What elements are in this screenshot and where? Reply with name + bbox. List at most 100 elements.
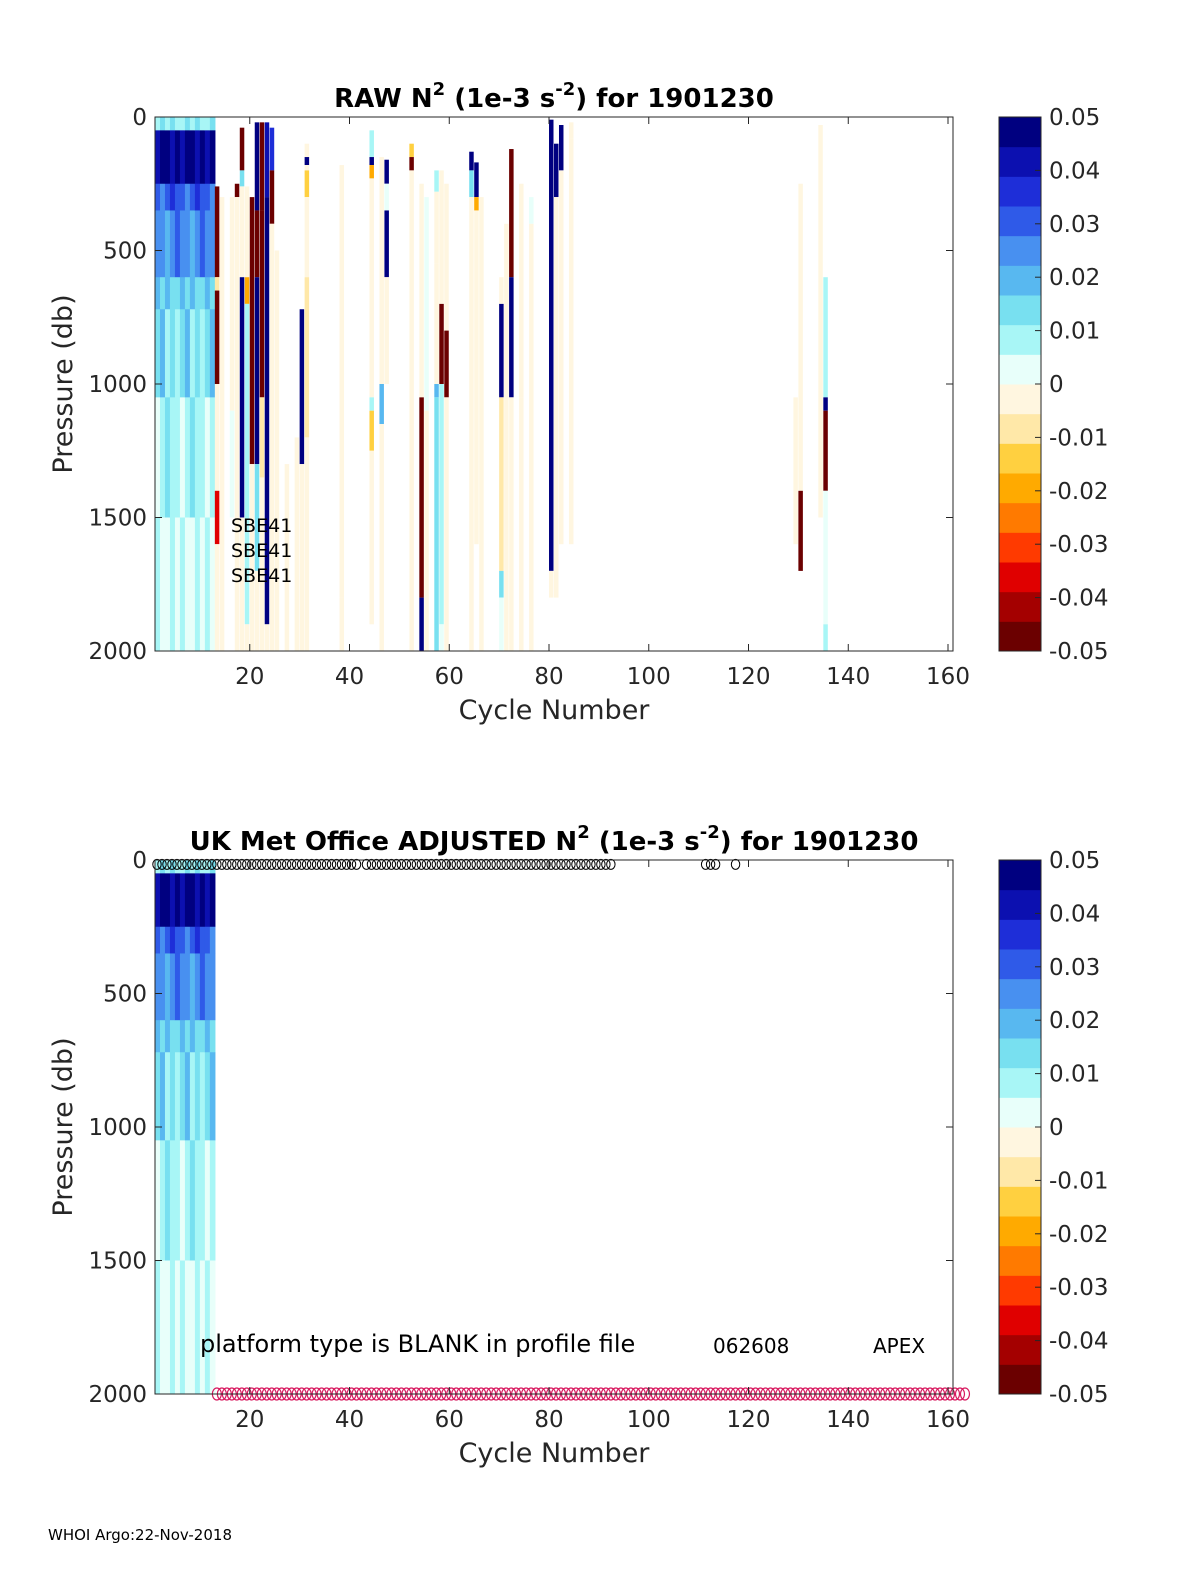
heatmap-cell-10 — [159, 183, 166, 211]
colorbar-swatch-14 — [999, 206, 1041, 237]
colorbar-tick-label-9: -0.04 — [1049, 1329, 1109, 1355]
x-tick-label-3: 80 — [534, 1407, 563, 1433]
top-marker-63 — [471, 858, 481, 870]
top-marker-12 — [212, 858, 222, 870]
y-tick-label-3: 1500 — [88, 506, 147, 532]
sensor-label-1: SBE41 — [231, 515, 292, 537]
y-tick-label-1: 500 — [103, 982, 147, 1008]
profile-cell-22-0 — [424, 197, 429, 411]
heatmap-cell-94 — [209, 397, 216, 518]
profile-cell-34-0 — [549, 119, 554, 571]
profile-cell-32-0 — [519, 183, 524, 398]
heatmap-cell-32 — [174, 117, 181, 131]
top-marker-17 — [237, 858, 247, 870]
profile-cell-29-1 — [499, 303, 504, 398]
y-tick-label-2: 1000 — [88, 372, 147, 398]
top-marker-82 — [566, 858, 576, 870]
profile-cell-5-3 — [244, 624, 250, 651]
heatmap-cell-25 — [169, 873, 176, 928]
colorbar-tick-label-7: -0.02 — [1049, 479, 1109, 505]
profile-cell-15-0 — [304, 143, 310, 158]
top-marker-35 — [326, 858, 337, 870]
heatmap-cell-62 — [189, 1140, 196, 1261]
top-marker-55 — [431, 858, 441, 870]
heatmap-cell-86 — [204, 397, 211, 518]
profile-cell-33-0 — [529, 197, 534, 224]
heatmap-cell-84 — [204, 277, 211, 310]
colorbar-swatch-17 — [999, 860, 1041, 891]
heatmap-cell-94 — [209, 1140, 216, 1261]
profile-cell-36-1 — [558, 170, 564, 545]
heatmap-cell-82 — [204, 926, 211, 954]
x-tick-label-1: 40 — [335, 664, 364, 690]
top-marker-15 — [227, 858, 237, 870]
profile-cell-15-1 — [304, 157, 310, 166]
top-marker-83 — [571, 858, 581, 870]
adjusted-y-axis-label: Pressure (db) — [48, 1037, 79, 1216]
top-marker-90 — [606, 858, 616, 870]
profile-cell-24-0 — [439, 170, 444, 304]
colorbar-tick-label-3: 0.02 — [1049, 265, 1100, 291]
colorbar-tick-label-10: -0.05 — [1049, 639, 1109, 665]
profile-cell-15-4 — [304, 197, 310, 278]
heatmap-cell-65 — [194, 873, 201, 928]
heatmap-cell-45 — [179, 309, 186, 398]
heatmap-cell-65 — [194, 130, 201, 185]
colorbar-tick-label-8: -0.03 — [1049, 1275, 1109, 1301]
top-marker-48 — [396, 858, 407, 870]
profile-cell-9-1 — [264, 197, 270, 625]
top-marker-76 — [536, 858, 546, 870]
adjusted-axis-ticks: 20 40 60 80 100 120 140 160 0 500 1000 1500 2000 — [88, 848, 970, 1433]
heatmap-cell-71 — [194, 1260, 201, 1395]
profile-cell-5-1 — [244, 277, 250, 304]
profile-cell-29-0 — [499, 277, 504, 304]
heatmap-cell-23 — [164, 517, 171, 652]
top-marker-0 — [152, 858, 162, 870]
heatmap-cell-54 — [184, 397, 191, 518]
profile-cell-0-3 — [214, 384, 220, 491]
heatmap-cell-51 — [184, 210, 191, 278]
heatmap-cell-31 — [169, 517, 176, 652]
heatmap-cell-39 — [174, 517, 181, 652]
heatmap-cell-15 — [159, 1260, 166, 1395]
profile-cell-17-5 — [369, 410, 374, 451]
profile-cell-40-0 — [818, 125, 823, 518]
top-marker-59 — [451, 858, 461, 870]
top-marker-28 — [291, 858, 302, 870]
heatmap-cell-33 — [174, 130, 181, 185]
heatmap-cell-18 — [164, 926, 171, 954]
heatmap-cell-70 — [194, 397, 201, 518]
top-marker-78 — [546, 858, 556, 870]
heatmap-cell-15 — [159, 517, 166, 652]
profile-cell-25-1 — [444, 330, 449, 398]
profile-cell-30-0 — [504, 223, 509, 652]
profile-cell-24-2 — [439, 384, 444, 625]
top-marker-40 — [351, 858, 362, 870]
heatmap-cell-32 — [174, 860, 181, 874]
profile-cell-7-2 — [254, 277, 260, 465]
top-marker-92 — [705, 858, 716, 870]
top-marker-46 — [386, 858, 397, 870]
colorbar-tick-label-4: 0.01 — [1049, 319, 1100, 345]
profile-cell-18-1 — [379, 384, 384, 425]
top-marker-66 — [486, 858, 496, 870]
top-marker-41 — [361, 858, 372, 870]
profile-cell-23-0 — [434, 170, 439, 192]
top-marker-58 — [446, 858, 456, 870]
heatmap-cell-25 — [169, 130, 176, 185]
heatmap-cell-21 — [164, 309, 171, 398]
heatmap-cell-95 — [209, 517, 216, 652]
heatmap-cell-16 — [164, 117, 171, 131]
raw-axis-ticks: 20 40 60 80 100 120 140 160 0 500 1000 1500 2000 — [88, 105, 970, 690]
top-marker-93 — [710, 858, 721, 870]
heatmap-cell-81 — [204, 130, 211, 185]
heatmap-cell-76 — [199, 1020, 206, 1053]
profile-cell-15-5 — [304, 277, 310, 438]
top-marker-22 — [262, 858, 272, 870]
heatmap-cell-91 — [209, 210, 216, 278]
profile-cell-41-0 — [823, 277, 828, 398]
heatmap-cell-79 — [199, 1260, 206, 1395]
profile-cell-3-1 — [234, 197, 240, 651]
heatmap-cell-43 — [179, 953, 186, 1021]
heatmap-cell-7 — [155, 1260, 161, 1395]
